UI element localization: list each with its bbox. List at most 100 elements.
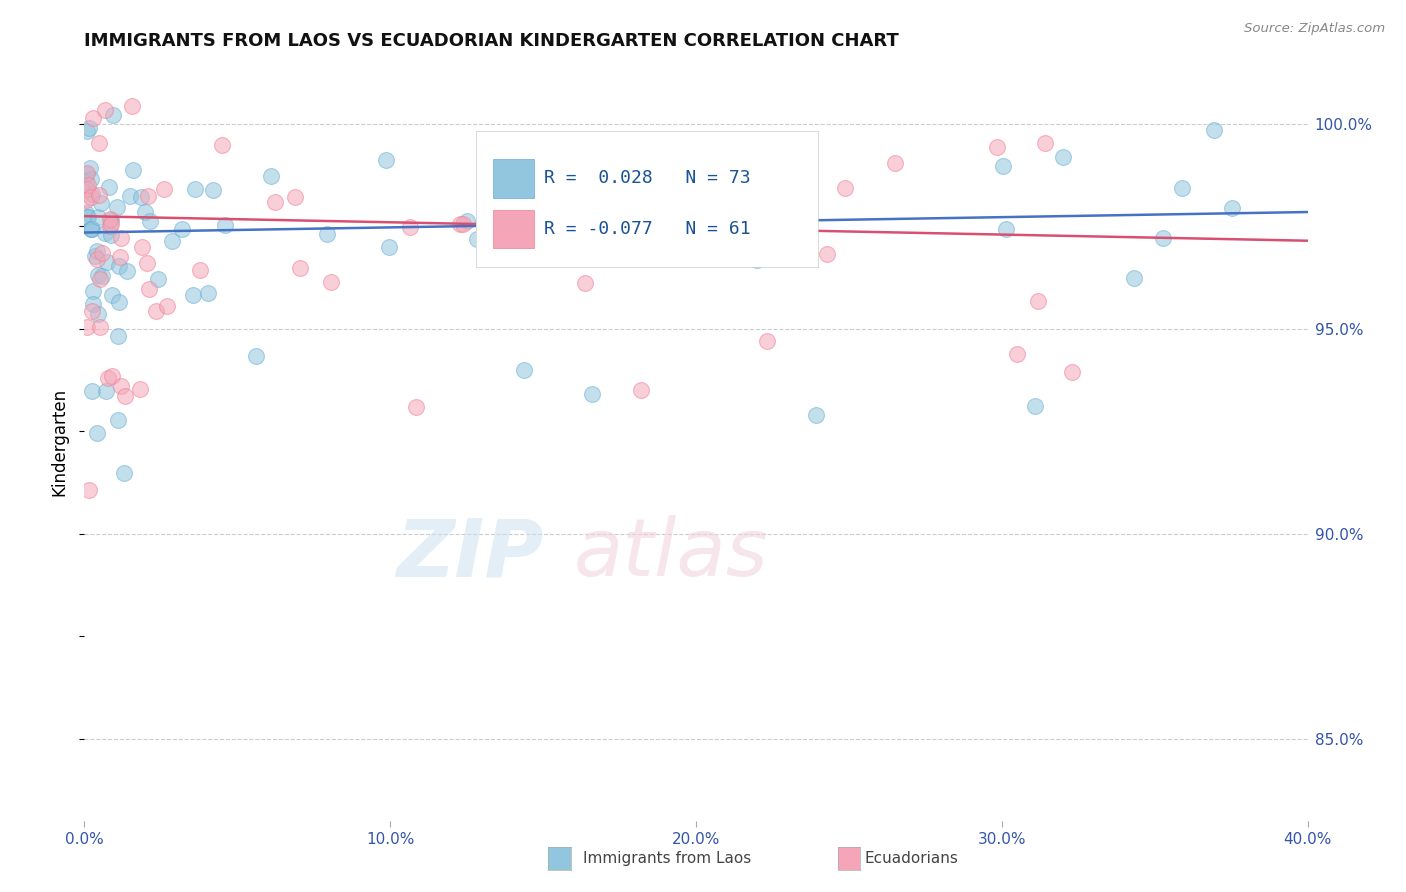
Point <box>211 138 233 153</box>
Point <box>574 276 596 290</box>
Point <box>100 213 122 227</box>
Point <box>75 205 97 219</box>
Text: Source: ZipAtlas.com: Source: ZipAtlas.com <box>1244 22 1385 36</box>
Point <box>170 221 193 235</box>
Point <box>451 217 474 231</box>
Point <box>756 334 779 348</box>
Point <box>114 389 136 403</box>
Point <box>105 200 128 214</box>
Point <box>86 252 108 266</box>
Point <box>75 174 97 188</box>
Point <box>1052 149 1074 163</box>
Point <box>129 382 152 396</box>
Point <box>80 221 103 235</box>
Point <box>131 240 153 254</box>
Point <box>1152 230 1174 244</box>
Point <box>80 304 103 318</box>
Point <box>1024 400 1046 414</box>
Y-axis label: Kindergarten: Kindergarten <box>51 387 69 496</box>
Point <box>197 285 219 300</box>
Point <box>162 234 184 248</box>
Point <box>91 246 114 260</box>
Point <box>76 124 98 138</box>
Point <box>1170 181 1192 195</box>
Text: Immigrants from Laos: Immigrants from Laos <box>583 851 752 865</box>
Point <box>260 169 283 183</box>
Point <box>107 329 129 343</box>
Point <box>75 194 97 208</box>
Point <box>745 253 768 268</box>
Point <box>138 282 160 296</box>
Point <box>84 249 107 263</box>
Point <box>547 222 569 236</box>
Point <box>815 246 838 260</box>
Point <box>77 483 100 497</box>
Point <box>581 386 603 401</box>
Text: Ecuadorians: Ecuadorians <box>865 851 959 865</box>
Point <box>1122 271 1144 285</box>
Point <box>86 426 108 441</box>
Point <box>214 218 236 232</box>
Point <box>110 379 132 393</box>
Point <box>553 202 575 217</box>
Point <box>79 172 101 186</box>
Point <box>90 195 112 210</box>
Point <box>110 231 132 245</box>
Point <box>706 153 728 167</box>
Point <box>398 220 420 235</box>
Point <box>986 140 1008 154</box>
Point <box>465 232 488 246</box>
Point <box>118 189 141 203</box>
Point <box>513 363 536 377</box>
Point <box>94 384 117 398</box>
Point <box>405 400 427 414</box>
Point <box>321 275 343 289</box>
Point <box>87 188 110 202</box>
Point <box>152 182 174 196</box>
Point <box>86 307 108 321</box>
Point <box>82 297 104 311</box>
Point <box>80 221 103 235</box>
Point <box>1007 347 1029 361</box>
Point <box>991 159 1014 173</box>
Point <box>77 121 100 136</box>
Text: IMMIGRANTS FROM LAOS VS ECUADORIAN KINDERGARTEN CORRELATION CHART: IMMIGRANTS FROM LAOS VS ECUADORIAN KINDE… <box>84 32 898 50</box>
Point <box>100 288 122 302</box>
Point <box>1062 365 1084 379</box>
Point <box>374 153 396 167</box>
Point <box>139 213 162 227</box>
Point <box>100 217 122 231</box>
Point <box>136 189 159 203</box>
Point <box>98 211 121 226</box>
Point <box>121 99 143 113</box>
Point <box>156 299 179 313</box>
Point <box>80 190 103 204</box>
Point <box>89 320 111 334</box>
Point <box>288 261 311 276</box>
Point <box>129 190 152 204</box>
Point <box>89 136 111 150</box>
Point <box>245 349 267 363</box>
Point <box>80 186 103 201</box>
Point <box>136 256 159 270</box>
Point <box>994 222 1017 236</box>
Point <box>101 368 124 383</box>
Point <box>1222 201 1244 215</box>
Point <box>96 255 118 269</box>
Point <box>97 371 120 385</box>
Point <box>75 167 97 181</box>
Point <box>82 284 104 298</box>
Point <box>146 271 169 285</box>
Point <box>76 211 98 225</box>
Point <box>94 226 117 240</box>
Point <box>86 268 108 283</box>
Point <box>630 383 652 397</box>
Point <box>76 182 98 196</box>
Point <box>883 156 905 170</box>
Point <box>108 250 131 264</box>
Point <box>183 288 205 302</box>
Point <box>184 182 207 196</box>
Point <box>79 222 101 236</box>
Point <box>519 216 541 230</box>
Point <box>98 219 121 233</box>
